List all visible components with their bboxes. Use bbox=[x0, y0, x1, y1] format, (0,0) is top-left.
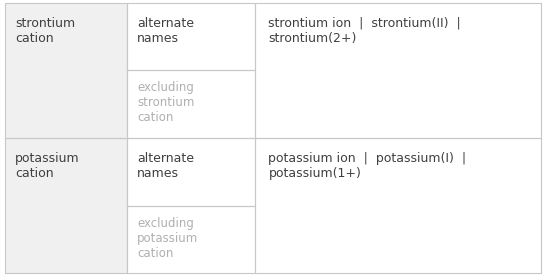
Bar bbox=[255, 138, 541, 273]
Text: excluding
potassium
cation: excluding potassium cation bbox=[137, 217, 199, 260]
Bar bbox=[127, 3, 255, 138]
Text: strontium ion  |  strontium(II)  |
strontium(2+): strontium ion | strontium(II) | strontiu… bbox=[269, 17, 461, 44]
Bar bbox=[127, 138, 255, 273]
Text: potassium
cation: potassium cation bbox=[15, 152, 80, 180]
Bar bbox=[5, 138, 127, 273]
Text: potassium ion  |  potassium(I)  |
potassium(1+): potassium ion | potassium(I) | potassium… bbox=[269, 152, 467, 180]
Text: alternate
names: alternate names bbox=[137, 152, 194, 180]
Text: excluding
strontium
cation: excluding strontium cation bbox=[137, 81, 195, 124]
Bar bbox=[5, 3, 127, 138]
Text: alternate
names: alternate names bbox=[137, 17, 194, 44]
Text: strontium
cation: strontium cation bbox=[15, 17, 75, 44]
Bar bbox=[255, 3, 541, 138]
